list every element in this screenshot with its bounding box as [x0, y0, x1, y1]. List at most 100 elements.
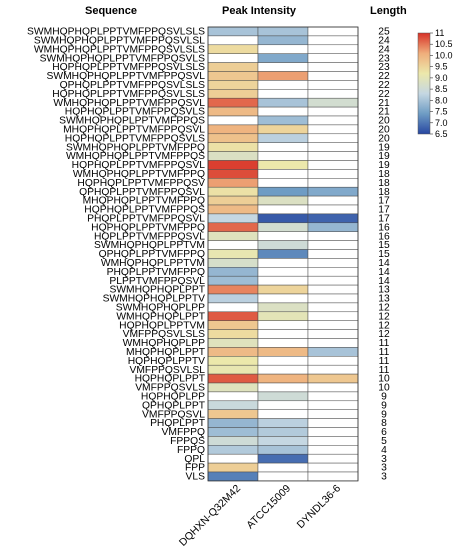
heatmap-cell	[307, 26, 359, 37]
sequence-label: HQPHQPLPP	[141, 392, 205, 403]
heatmap-cell	[307, 151, 359, 161]
heatmap-cell	[307, 391, 359, 402]
heatmap-cell	[307, 231, 359, 241]
heatmap-cell	[257, 267, 309, 277]
sequence-label: VMFPPQSVLSLS	[123, 329, 206, 340]
column-label: DYNDL36-6	[295, 482, 344, 531]
heatmap-cell	[307, 356, 359, 366]
heatmap-cell	[307, 71, 359, 81]
sequence-label: WMHQPHQPLPPTVMFPPQS	[66, 151, 205, 162]
heatmap-cell	[307, 409, 359, 419]
heatmap-cell	[257, 445, 309, 455]
length-label: 23	[378, 62, 390, 73]
length-label: 6	[381, 427, 387, 438]
heatmap-cell	[207, 53, 259, 63]
length-label: 13	[378, 294, 390, 305]
colorbar-tick-label: 7.0	[435, 118, 448, 128]
sequence-label: HQPLPPTVMFPPQSVL	[94, 231, 205, 242]
length-label: 12	[378, 311, 390, 322]
heatmap-cell	[207, 204, 259, 215]
heatmap-cell	[207, 249, 259, 259]
heatmap-cell	[207, 382, 259, 393]
colorbar-tick-label: 9.0	[435, 73, 448, 83]
length-label: 5	[381, 436, 387, 447]
heatmap-cell	[207, 338, 259, 348]
heatmap-cell	[257, 142, 309, 152]
length-label: 15	[378, 240, 390, 251]
sequence-label: SWMHQPHQPLPPTVMFPPQS	[59, 116, 205, 127]
sequence-label: WMHQPHQPLPPTVMFPPQSVL	[53, 98, 205, 109]
sequence-label: QPHQPLPPTVMFPPQSVL	[79, 187, 205, 198]
heatmap-cell	[307, 284, 359, 295]
heatmap-cell	[257, 124, 309, 135]
colorbar-tick-label: 8.5	[435, 84, 448, 94]
heatmap-cell	[207, 293, 259, 304]
length-label: 12	[378, 329, 390, 340]
length-label: 22	[378, 89, 390, 100]
length-label: 19	[378, 160, 390, 171]
sequence-label: QPHQPLPPTVMFPPQ	[99, 249, 205, 260]
heatmap-cell	[207, 124, 259, 135]
heatmap-cell	[307, 338, 359, 348]
heatmap-cell	[307, 115, 359, 126]
heatmap-cell	[207, 329, 259, 339]
length-label: 10	[378, 383, 390, 394]
heatmap-cell	[257, 418, 309, 428]
length-label: 19	[378, 151, 390, 162]
heatmap-cell	[207, 195, 259, 206]
heatmap-cell	[257, 462, 309, 473]
length-label: 16	[378, 222, 390, 233]
heatmap-cell	[207, 186, 259, 197]
sequence-label: HQPHQPLPPTVMFPPQ	[91, 222, 205, 233]
heatmap-cell	[207, 453, 259, 464]
length-label: 22	[378, 71, 390, 82]
sequence-label: MHQPHQPLPPTVMFPPQSVL	[63, 125, 205, 136]
sequence-label: QPHQPLPPT	[142, 400, 206, 411]
heatmap-cell	[257, 178, 309, 188]
heatmap-cell	[207, 347, 259, 357]
heatmap-cell	[307, 445, 359, 455]
heatmap-cell	[207, 436, 259, 446]
heatmap-cell	[307, 347, 359, 357]
length-label: 19	[378, 142, 390, 153]
heatmap-cell	[257, 186, 309, 197]
sequence-label: SWMHQPHQPLPPT	[109, 285, 205, 296]
sequence-label: VMFPPQSVLSL	[129, 365, 205, 376]
length-label: 11	[379, 338, 390, 349]
heatmap-cell	[257, 284, 309, 295]
heatmap-cell	[307, 267, 359, 277]
heatmap-cell	[207, 35, 259, 46]
heatmap-cell	[307, 400, 359, 410]
sequence-label: HQPHQPLPPTVMFPPQSVLS	[65, 107, 205, 118]
length-label: 11	[379, 347, 390, 358]
heatmap-cell	[257, 293, 309, 304]
colorbar-tick-label: 11	[435, 28, 444, 38]
length-label: 20	[378, 125, 390, 136]
heatmap-cell	[307, 471, 359, 482]
heatmap-cell	[257, 347, 309, 357]
heatmap-cell	[307, 320, 359, 330]
heatmap-cell	[257, 62, 309, 72]
length-label: 11	[379, 356, 390, 367]
heatmap-cell	[207, 26, 259, 37]
length-label: 17	[378, 205, 390, 216]
column-label: ATCC15009	[244, 482, 293, 531]
heatmap-cell	[257, 400, 309, 410]
heatmap-cell	[257, 169, 309, 179]
sequence-label: VMFPPQ	[162, 427, 205, 438]
length-label: 4	[381, 445, 387, 456]
heatmap-cell	[207, 115, 259, 126]
heatmap-cell	[207, 400, 259, 410]
length-label: 15	[378, 249, 390, 260]
heatmap-cell	[207, 231, 259, 241]
heatmap-cell	[207, 320, 259, 330]
heatmap-cell	[307, 160, 359, 170]
heatmap-cell	[257, 35, 309, 46]
heatmap-cell	[257, 53, 309, 63]
heatmap-cell	[207, 258, 259, 268]
length-label: 24	[378, 44, 390, 55]
sequence-label: QPHQPLPPTVMFPPQSVLSLS	[60, 80, 205, 91]
heatmap-cell	[257, 44, 309, 54]
heatmap-cell	[307, 436, 359, 446]
length-label: 8	[381, 418, 387, 429]
